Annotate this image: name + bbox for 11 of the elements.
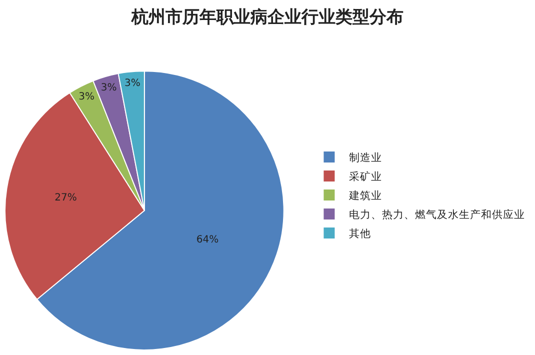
chart-title: 杭州市历年职业病企业行业类型分布 bbox=[130, 8, 404, 28]
legend-label: 其他 bbox=[349, 227, 372, 240]
legend-label: 采矿业 bbox=[349, 170, 382, 184]
legend-label: 电力、热力、燃气及水生产和供应业 bbox=[349, 208, 526, 222]
data-label: 3% bbox=[78, 91, 95, 102]
data-label: 3% bbox=[124, 78, 140, 90]
data-label: 64% bbox=[196, 234, 219, 246]
data-label: 27% bbox=[54, 192, 77, 204]
data-label: 3% bbox=[100, 82, 117, 94]
legend-label: 建筑业 bbox=[348, 189, 382, 202]
legend-label: 制造业 bbox=[349, 151, 382, 164]
